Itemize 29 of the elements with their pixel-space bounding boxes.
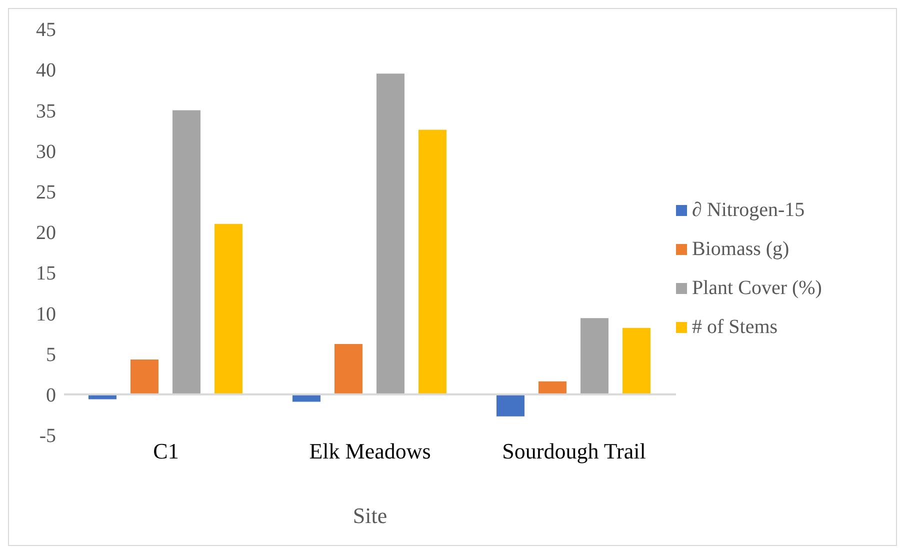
x-tick-label: Elk Meadows	[309, 438, 431, 464]
y-tick-label: 30	[36, 140, 56, 163]
y-tick-label: 20	[36, 222, 56, 244]
y-tick-label: 10	[36, 303, 56, 326]
bar	[622, 328, 650, 394]
y-tick-label: 35	[36, 100, 56, 122]
legend-label: Plant Cover (%)	[692, 277, 822, 300]
y-tick-label: 0	[46, 384, 56, 406]
bar	[538, 381, 566, 394]
bar	[376, 74, 404, 394]
x-axis-title: Site	[352, 503, 388, 528]
bar	[172, 110, 200, 394]
x-tick-label: Sourdough Trail	[502, 438, 646, 464]
legend-label: ∂ Nitrogen-15	[692, 199, 805, 222]
legend-label: Biomass (g)	[692, 238, 790, 261]
y-tick-label: 15	[36, 262, 56, 285]
bar	[130, 359, 158, 394]
bar	[418, 130, 446, 394]
y-tick-label: 40	[36, 60, 56, 82]
bar	[214, 224, 242, 394]
y-tick-label: -5	[39, 425, 56, 448]
bar	[334, 344, 362, 394]
x-tick-label: C1	[153, 438, 179, 464]
bar	[496, 394, 524, 416]
bar	[580, 318, 608, 394]
y-tick-label: 5	[46, 344, 56, 366]
legend-label: # of Stems	[692, 316, 778, 339]
y-tick-label: 25	[36, 182, 56, 204]
y-tick-label: 45	[36, 19, 56, 42]
